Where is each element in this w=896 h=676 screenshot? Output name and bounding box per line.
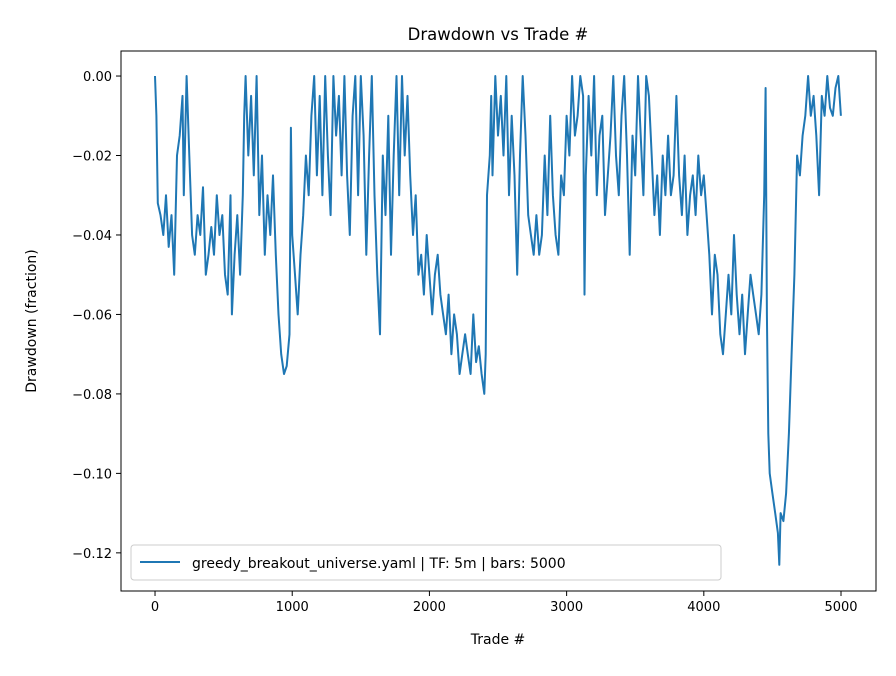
y-tick-label: −0.08 bbox=[72, 388, 112, 403]
x-tick-label: 3000 bbox=[550, 600, 583, 615]
legend: greedy_breakout_universe.yaml | TF: 5m |… bbox=[130, 544, 722, 581]
y-tick-label: −0.04 bbox=[72, 229, 112, 244]
y-tick-label: −0.06 bbox=[72, 308, 112, 323]
x-tick-label: 4000 bbox=[687, 600, 720, 615]
drawdown-series-line bbox=[154, 75, 842, 566]
plot-frame bbox=[120, 50, 877, 592]
legend-label: greedy_breakout_universe.yaml | TF: 5m |… bbox=[192, 556, 566, 572]
y-axis-label: Drawdown (fraction) bbox=[24, 249, 40, 393]
y-tick-label: −0.10 bbox=[72, 467, 112, 482]
y-tick-label: −0.12 bbox=[72, 547, 112, 562]
legend-box bbox=[130, 544, 722, 581]
x-axis-label: Trade # bbox=[470, 632, 526, 648]
x-tick-label: 5000 bbox=[824, 600, 857, 615]
x-tick-label: 0 bbox=[151, 600, 159, 615]
x-tick-label: 1000 bbox=[276, 600, 309, 615]
chart-title: Drawdown vs Trade # bbox=[408, 25, 589, 44]
x-tick-label: 2000 bbox=[413, 600, 446, 615]
y-tick-label: −0.02 bbox=[72, 150, 112, 165]
y-tick-label: 0.00 bbox=[83, 70, 112, 85]
